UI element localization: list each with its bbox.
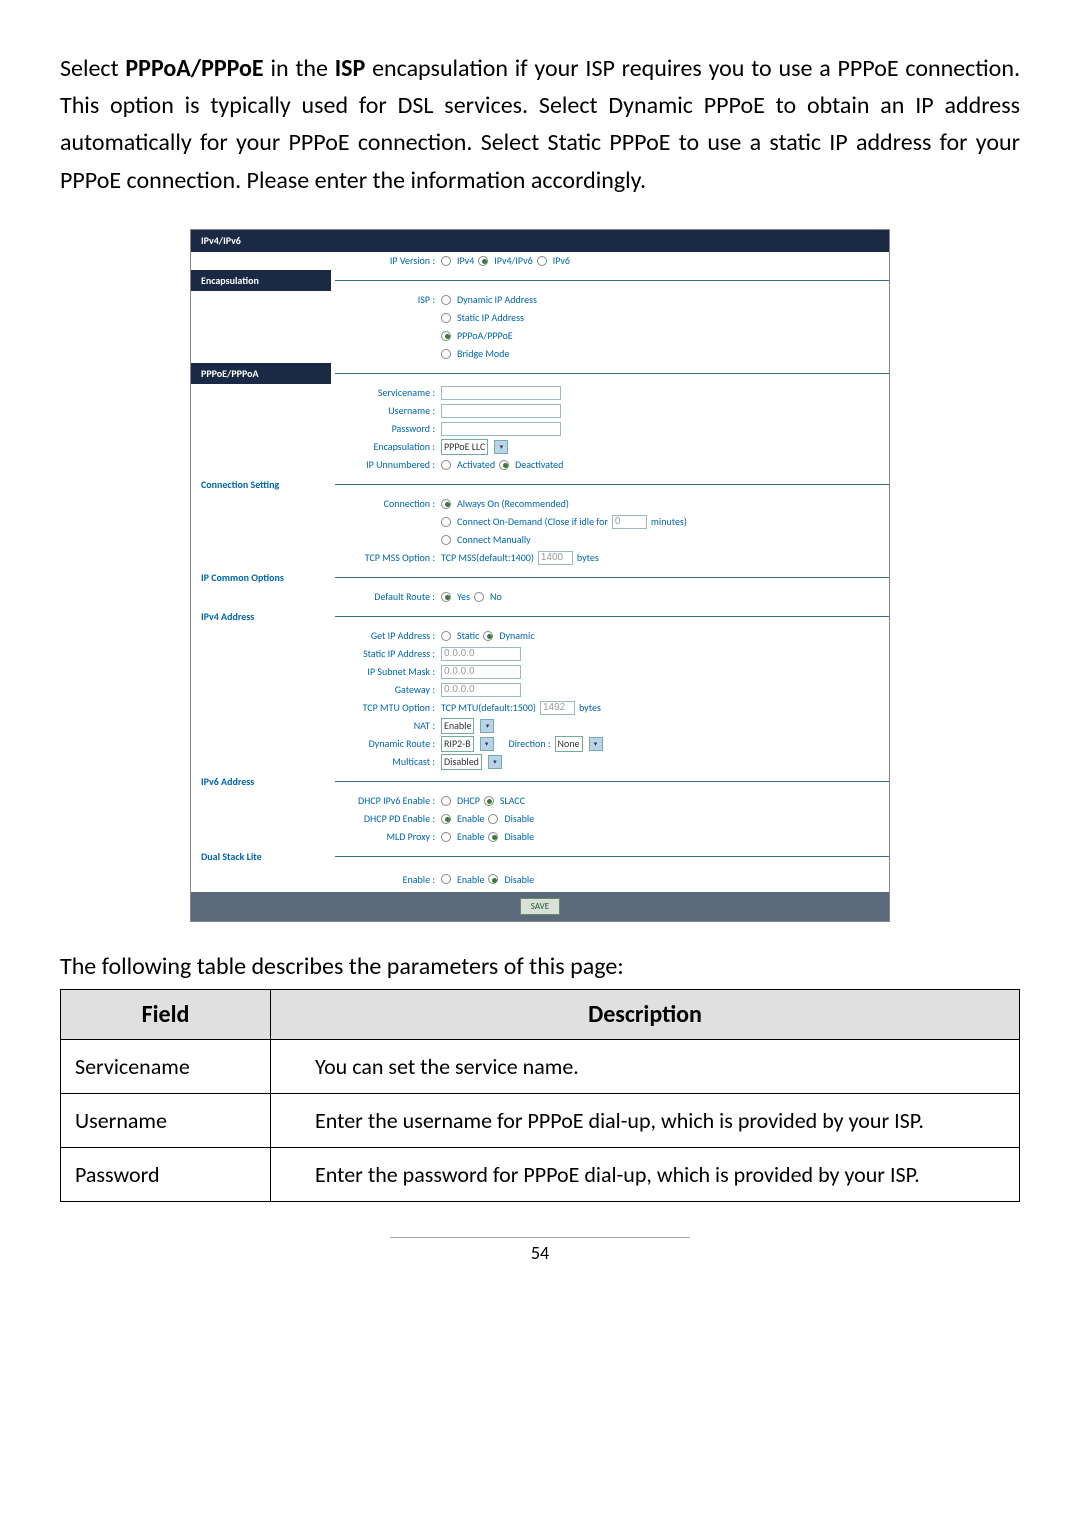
gateway-label: Gateway : bbox=[191, 683, 441, 696]
direction-select[interactable]: None bbox=[555, 736, 583, 752]
description-cell: Enter the password for PPPoE dial-up, wh… bbox=[271, 1147, 1020, 1201]
radio-dynamic-ip[interactable] bbox=[441, 295, 451, 305]
ip-version-label: IP Version : bbox=[191, 254, 441, 267]
dhcp-pd-label: DHCP PD Enable : bbox=[191, 812, 441, 825]
get-ip-label: Get IP Address : bbox=[191, 629, 441, 642]
radio-on-demand[interactable] bbox=[441, 517, 451, 527]
radio-no[interactable] bbox=[474, 592, 484, 602]
intro-paragraph: Select PPPoA/PPPoE in the ISP encapsulat… bbox=[60, 50, 1020, 199]
default-route-label: Default Route : bbox=[191, 590, 441, 603]
tcp-mss-label: TCP MSS Option : bbox=[191, 551, 441, 564]
description-cell: Enter the username for PPPoE dial-up, wh… bbox=[271, 1093, 1020, 1147]
radio-ipv6[interactable] bbox=[537, 256, 547, 266]
chevron-down-icon[interactable]: ▾ bbox=[488, 755, 502, 769]
description-cell: You can set the service name. bbox=[271, 1039, 1020, 1093]
section-encapsulation: Encapsulation bbox=[191, 270, 331, 291]
radio-pd-enable[interactable] bbox=[441, 814, 451, 824]
servicename-input[interactable] bbox=[441, 386, 561, 400]
radio-pppoa-pppoe[interactable] bbox=[441, 331, 451, 341]
radio-static[interactable] bbox=[441, 631, 451, 641]
page-number: 54 bbox=[390, 1237, 690, 1264]
radio-slacc[interactable] bbox=[484, 796, 494, 806]
table-intro: The following table describes the parame… bbox=[60, 952, 1020, 981]
ip-unnumbered-label: IP Unnumbered : bbox=[191, 458, 441, 471]
connection-label: Connection : bbox=[191, 497, 441, 510]
save-button[interactable]: SAVE bbox=[520, 898, 560, 915]
servicename-label: Servicename : bbox=[191, 386, 441, 399]
static-ip-label: Static IP Address : bbox=[191, 647, 441, 660]
parameters-table: Field Description ServicenameYou can set… bbox=[60, 989, 1020, 1202]
section-ipv4ipv6: IPv4/IPv6 bbox=[191, 230, 331, 251]
multicast-label: Multicast : bbox=[191, 755, 441, 768]
table-row: UsernameEnter the username for PPPoE dia… bbox=[61, 1093, 1020, 1147]
chevron-down-icon[interactable]: ▾ bbox=[494, 440, 508, 454]
password-label: Password : bbox=[191, 422, 441, 435]
radio-manual[interactable] bbox=[441, 535, 451, 545]
ds-enable-label: Enable : bbox=[191, 873, 441, 886]
col-description: Description bbox=[271, 989, 1020, 1039]
section-connection: Connection Setting bbox=[191, 474, 331, 495]
multicast-select[interactable]: Disabled bbox=[441, 754, 482, 770]
radio-ds-enable[interactable] bbox=[441, 874, 451, 884]
tcp-mtu-input[interactable] bbox=[540, 701, 575, 715]
section-pppoe: PPPoE/PPPoA bbox=[191, 363, 331, 384]
gateway-input[interactable] bbox=[441, 683, 521, 697]
section-ip-common: IP Common Options bbox=[191, 567, 331, 588]
static-ip-input[interactable] bbox=[441, 647, 521, 661]
dynroute-select[interactable]: RIP2-B bbox=[441, 736, 474, 752]
router-config-form: IPv4/IPv6 IP Version : IPv4 IPv4/IPv6 IP… bbox=[190, 229, 890, 922]
radio-mld-enable[interactable] bbox=[441, 832, 451, 842]
section-dual-stack: Dual Stack Lite bbox=[191, 846, 331, 867]
mld-proxy-label: MLD Proxy : bbox=[191, 830, 441, 843]
encapsulation-select[interactable]: PPPoE LLC bbox=[441, 439, 488, 455]
subnet-label: IP Subnet Mask : bbox=[191, 665, 441, 678]
isp-label: ISP : bbox=[191, 293, 441, 306]
chevron-down-icon[interactable]: ▾ bbox=[480, 737, 494, 751]
radio-always-on[interactable] bbox=[441, 499, 451, 509]
radio-ipv4ipv6[interactable] bbox=[478, 256, 488, 266]
section-ipv6-address: IPv6 Address bbox=[191, 771, 331, 792]
radio-static-ip[interactable] bbox=[441, 313, 451, 323]
nat-label: NAT : bbox=[191, 719, 441, 732]
radio-bridge[interactable] bbox=[441, 349, 451, 359]
username-label: Username : bbox=[191, 404, 441, 417]
radio-dhcp[interactable] bbox=[441, 796, 451, 806]
radio-mld-disable[interactable] bbox=[488, 832, 498, 842]
chevron-down-icon[interactable]: ▾ bbox=[480, 719, 494, 733]
field-cell: Username bbox=[61, 1093, 271, 1147]
subnet-input[interactable] bbox=[441, 665, 521, 679]
radio-ipv4[interactable] bbox=[441, 256, 451, 266]
dhcp-ipv6-label: DHCP IPv6 Enable : bbox=[191, 794, 441, 807]
nat-select[interactable]: Enable bbox=[441, 718, 474, 734]
table-row: ServicenameYou can set the service name. bbox=[61, 1039, 1020, 1093]
field-cell: Servicename bbox=[61, 1039, 271, 1093]
field-cell: Password bbox=[61, 1147, 271, 1201]
idle-minutes-input[interactable] bbox=[612, 515, 647, 529]
section-ipv4-address: IPv4 Address bbox=[191, 606, 331, 627]
dynroute-label: Dynamic Route : bbox=[191, 737, 441, 750]
tcp-mtu-label: TCP MTU Option : bbox=[191, 701, 441, 714]
radio-dynamic[interactable] bbox=[483, 631, 493, 641]
password-input[interactable] bbox=[441, 422, 561, 436]
radio-ds-disable[interactable] bbox=[488, 874, 498, 884]
radio-yes[interactable] bbox=[441, 592, 451, 602]
table-row: PasswordEnter the password for PPPoE dia… bbox=[61, 1147, 1020, 1201]
username-input[interactable] bbox=[441, 404, 561, 418]
radio-activated[interactable] bbox=[441, 460, 451, 470]
col-field: Field bbox=[61, 989, 271, 1039]
save-row: SAVE bbox=[191, 892, 889, 921]
tcp-mss-input[interactable] bbox=[538, 551, 573, 565]
encapsulation-label: Encapsulation : bbox=[191, 440, 441, 453]
chevron-down-icon[interactable]: ▾ bbox=[589, 737, 603, 751]
radio-pd-disable[interactable] bbox=[488, 814, 498, 824]
radio-deactivated[interactable] bbox=[499, 460, 509, 470]
